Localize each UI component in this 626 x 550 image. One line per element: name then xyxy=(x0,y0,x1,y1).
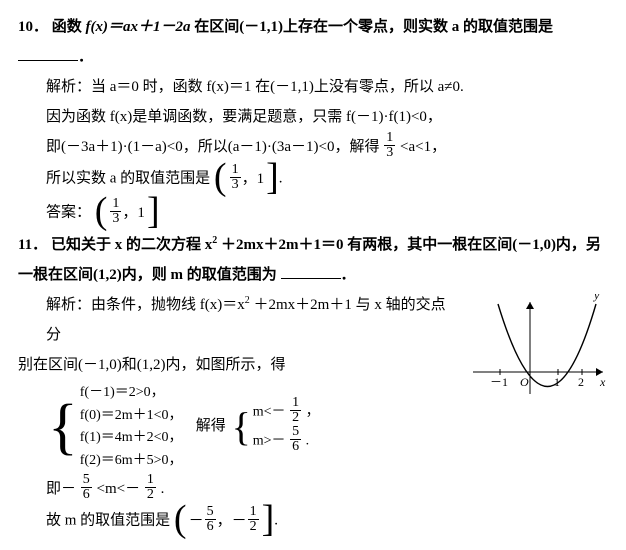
q11-body-row: 解析：由条件，抛物线 f(x)＝x2 ＋2mx＋2m＋1 与 x 轴的交点分 别… xyxy=(18,290,608,474)
q11-sys-brace: { f(－1)＝2>0， f(0)＝2m＋1<0， f(1)＝4m＋2<0， f… xyxy=(48,382,183,472)
q10-blank-line: ． xyxy=(18,42,608,72)
q10-blank xyxy=(18,45,78,61)
q11-tc: 一根在区间(1,2)内，则 m 的取值范围为 xyxy=(18,267,277,283)
q11-system: { f(－1)＝2>0， f(0)＝2m＋1<0， f(1)＝4m＋2<0， f… xyxy=(18,380,460,474)
svg-text:y: y xyxy=(593,294,600,302)
svg-text:－1: －1 xyxy=(490,375,508,389)
q11-s2: 别在区间(－1,0)和(1,2)内，如图所示，得 xyxy=(18,350,460,380)
q10-s1: 解析：当 a＝0 时，函数 f(x)＝1 在(－1,1)上没有零点，所以 a≠0… xyxy=(18,72,608,102)
q10-s3b: <a<1， xyxy=(400,139,446,155)
q11-title: 11． 已知关于 x 的二次方程 x2 ＋2mx＋2m＋1＝0 有两根，其中一根… xyxy=(18,230,608,260)
svg-text:x: x xyxy=(599,375,606,389)
q10-text-b: 在区间(－1,1)上存在一个零点，则实数 a 的取值范围是 xyxy=(194,19,553,35)
q11-ta: 已知关于 x 的二次方程 x xyxy=(51,237,212,253)
q11-maincol: 解析：由条件，抛物线 f(x)＝x2 ＋2mx＋2m＋1 与 x 轴的交点分 别… xyxy=(18,290,460,474)
q11-s4: 故 m 的取值范围是 ( － 56 ，－ 12 ] . xyxy=(18,504,608,538)
q11-s1: 解析：由条件，抛物线 f(x)＝x2 ＋2mx＋2m＋1 与 x 轴的交点分 xyxy=(18,290,460,350)
q11-sol-brace: { m<－ 12 ， m>－ 56 . xyxy=(232,398,320,456)
q10-s3-frac: 1 3 xyxy=(384,131,395,160)
q10-s3: 即(－3a＋1)·(1－a)<0，所以(a－1)·(3a－1)<0，解得 1 3… xyxy=(18,132,608,162)
q10-answer: 答案： ( 13 ，1 ] xyxy=(18,196,608,230)
q10-s3a: 即(－3a＋1)·(1－a)<0，所以(a－1)·(3a－1)<0，解得 xyxy=(46,139,380,155)
q11-title2: 一根在区间(1,2)内，则 m 的取值范围为 ． xyxy=(18,260,608,290)
q10-fx: f(x)＝ax＋1－2a xyxy=(86,19,191,35)
svg-text:1: 1 xyxy=(554,375,560,389)
svg-text:O: O xyxy=(520,375,529,389)
q10-text-a: 函数 xyxy=(52,19,86,35)
q10-s2: 因为函数 f(x)是单调函数，要满足题意，只需 f(－1)·f(1)<0， xyxy=(18,102,608,132)
q11-final-interval: ( － 56 ，－ 12 ] xyxy=(174,504,274,538)
q11-blank xyxy=(281,263,341,279)
q11-tb: ＋2mx＋2m＋1＝0 有两根，其中一根在区间(－1,0)内，另 xyxy=(221,237,601,253)
q11-num: 11． xyxy=(18,237,47,253)
q10-ans-label: 答案： xyxy=(46,205,91,221)
q10-interval-2: ( 13 ，1 ] xyxy=(95,196,160,230)
q10-title: 10． 函数 f(x)＝ax＋1－2a 在区间(－1,1)上存在一个零点，则实数… xyxy=(18,12,608,42)
q10-interval-1: ( 13 ，1 ] xyxy=(214,162,279,196)
q11-s3: 即－ 56 <m<－ 12 . xyxy=(18,474,608,504)
q11-mid: 解得 xyxy=(196,419,226,435)
q10-num: 10． xyxy=(18,19,48,35)
q10-s4a: 所以实数 a 的取值范围是 xyxy=(46,171,210,187)
svg-text:2: 2 xyxy=(578,375,584,389)
q11-figure: y x O －1 1 2 xyxy=(468,294,608,415)
parabola-graph: y x O －1 1 2 xyxy=(468,294,608,404)
